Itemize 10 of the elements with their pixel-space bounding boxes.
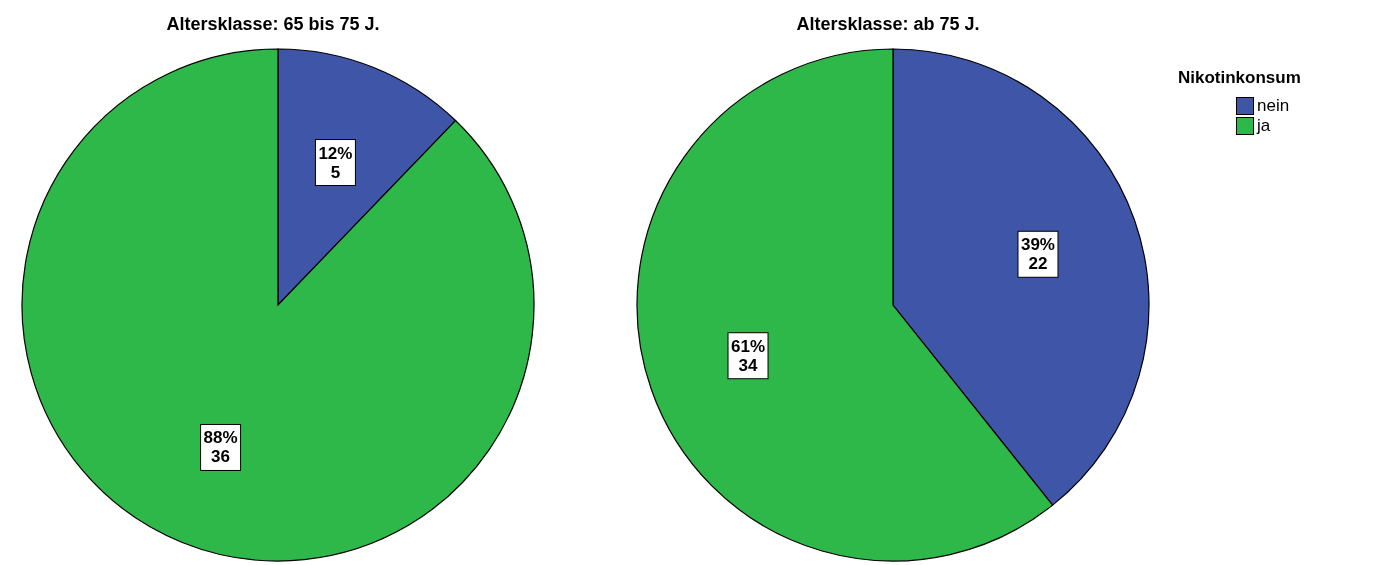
legend-label: nein	[1257, 96, 1290, 116]
chart-title: Altersklasse: 65 bis 75 J.	[165, 14, 381, 35]
legend-title: Nikotinkonsum	[1178, 68, 1301, 88]
pie-slice	[21, 48, 535, 562]
chart-title: Altersklasse: ab 75 J.	[795, 14, 981, 35]
data-label: 88% 36	[203, 428, 238, 467]
data-label: 39% 22	[1020, 235, 1055, 274]
data-label: 61% 34	[731, 336, 766, 375]
legend-label: ja	[1257, 116, 1271, 136]
data-label: 12% 5	[318, 143, 353, 182]
